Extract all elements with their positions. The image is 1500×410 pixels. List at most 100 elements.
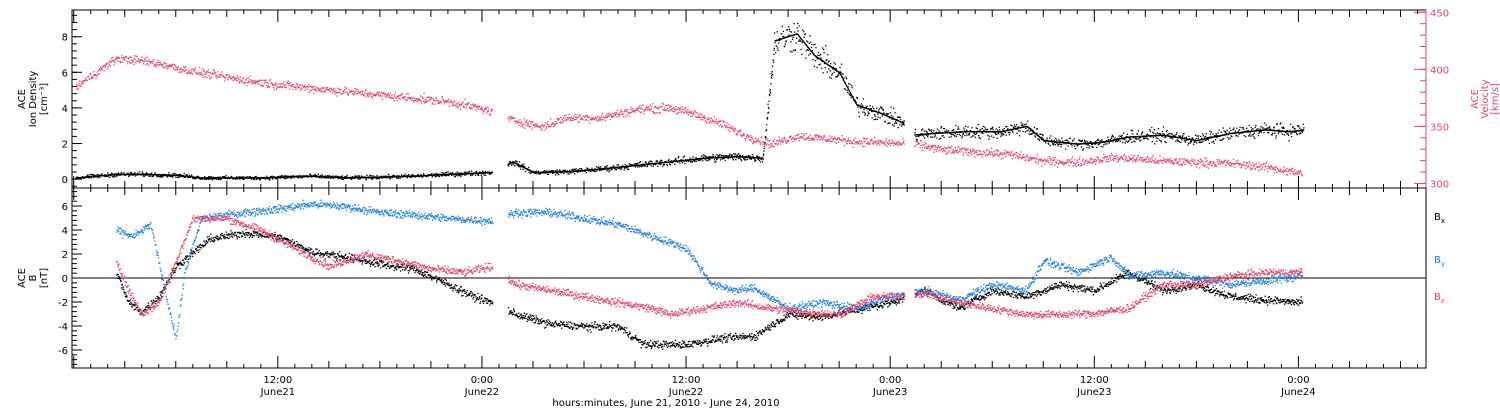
density-point: [886, 114, 888, 116]
velocity-point: [112, 60, 114, 62]
velocity-point: [337, 87, 339, 89]
velocity-point: [356, 88, 358, 90]
velocity-point: [148, 59, 150, 61]
density-point: [1203, 140, 1205, 142]
density-point: [709, 156, 711, 158]
density-point: [212, 176, 214, 178]
density-point: [754, 160, 756, 162]
density-point: [278, 175, 280, 177]
velocity-point: [101, 67, 104, 69]
density-point: [106, 174, 108, 177]
density-point: [174, 172, 176, 175]
density-point: [1042, 135, 1044, 137]
density-point: [1107, 139, 1109, 141]
density-point: [330, 176, 332, 178]
density-point: [936, 128, 939, 130]
density-point: [884, 120, 886, 123]
velocity-point: [280, 83, 282, 86]
density-point: [1149, 130, 1151, 132]
density-point: [1242, 132, 1244, 134]
density-point: [873, 119, 875, 121]
velocity-point: [232, 76, 234, 78]
density-point: [1024, 131, 1026, 133]
density-point: [620, 168, 622, 170]
density-point: [142, 172, 144, 174]
density-point: [435, 173, 437, 175]
density-point: [182, 174, 184, 177]
velocity-point: [312, 88, 314, 90]
velocity-point: [241, 81, 243, 84]
density-point: [818, 64, 820, 66]
density-point: [366, 174, 368, 176]
velocity-point: [313, 92, 315, 95]
density-point: [768, 108, 770, 110]
velocity-point: [147, 60, 149, 62]
velocity-point: [199, 74, 201, 76]
velocity-point: [136, 60, 138, 62]
density-point: [902, 123, 905, 125]
velocity-point: [82, 80, 84, 82]
density-point: [947, 131, 949, 133]
velocity-point: [250, 81, 252, 83]
density-point: [874, 115, 876, 117]
density-point: [1264, 128, 1266, 130]
density-point: [196, 177, 198, 179]
density-point: [1110, 140, 1112, 142]
density-point: [483, 171, 485, 174]
density-point: [282, 175, 284, 177]
density-point: [360, 176, 362, 178]
velocity-point: [304, 89, 306, 91]
density-point: [1104, 140, 1106, 143]
density-point: [1218, 135, 1220, 137]
density-point: [1074, 145, 1076, 147]
density-point: [822, 72, 824, 74]
density-point: [458, 172, 460, 174]
velocity-point: [189, 72, 191, 74]
density-point: [683, 160, 685, 163]
density-point: [799, 39, 801, 41]
density-point: [696, 158, 699, 160]
density-point: [1254, 126, 1256, 129]
density-point: [817, 51, 820, 54]
density-point: [1069, 137, 1071, 139]
velocity-point: [283, 81, 285, 83]
density-point: [591, 170, 594, 172]
velocity-point: [206, 71, 208, 73]
density-point: [224, 177, 227, 180]
density-point: [1089, 141, 1091, 144]
density-point: [478, 174, 480, 177]
density-point: [353, 177, 355, 179]
velocity-point: [114, 61, 116, 63]
density-point: [871, 110, 873, 113]
density-point: [434, 176, 436, 178]
density-point: [235, 178, 237, 180]
density-point: [1141, 132, 1143, 134]
density-point: [1301, 131, 1303, 133]
density-point: [668, 163, 671, 165]
density-point: [897, 116, 899, 118]
density-point: [1257, 128, 1259, 130]
density-point: [193, 177, 196, 179]
density-point: [810, 50, 812, 53]
density-point: [1001, 134, 1003, 136]
density-point: [93, 176, 95, 179]
density-point: [1208, 136, 1210, 138]
density-point: [1260, 126, 1262, 128]
velocity-point: [79, 80, 81, 82]
density-point: [1294, 128, 1296, 130]
density-point: [452, 172, 454, 174]
velocity-point: [360, 90, 362, 93]
density-point: [1204, 135, 1206, 137]
density-point: [1048, 143, 1050, 145]
density-point: [297, 177, 300, 179]
density-point: [766, 117, 769, 119]
density-point: [1173, 135, 1175, 138]
density-point: [249, 176, 252, 178]
density-point: [1156, 132, 1158, 134]
density-point: [239, 178, 241, 180]
density-point: [97, 177, 99, 179]
density-point: [662, 165, 664, 167]
density-point: [1018, 126, 1020, 128]
velocity-point: [177, 69, 179, 71]
density-point: [878, 108, 880, 110]
